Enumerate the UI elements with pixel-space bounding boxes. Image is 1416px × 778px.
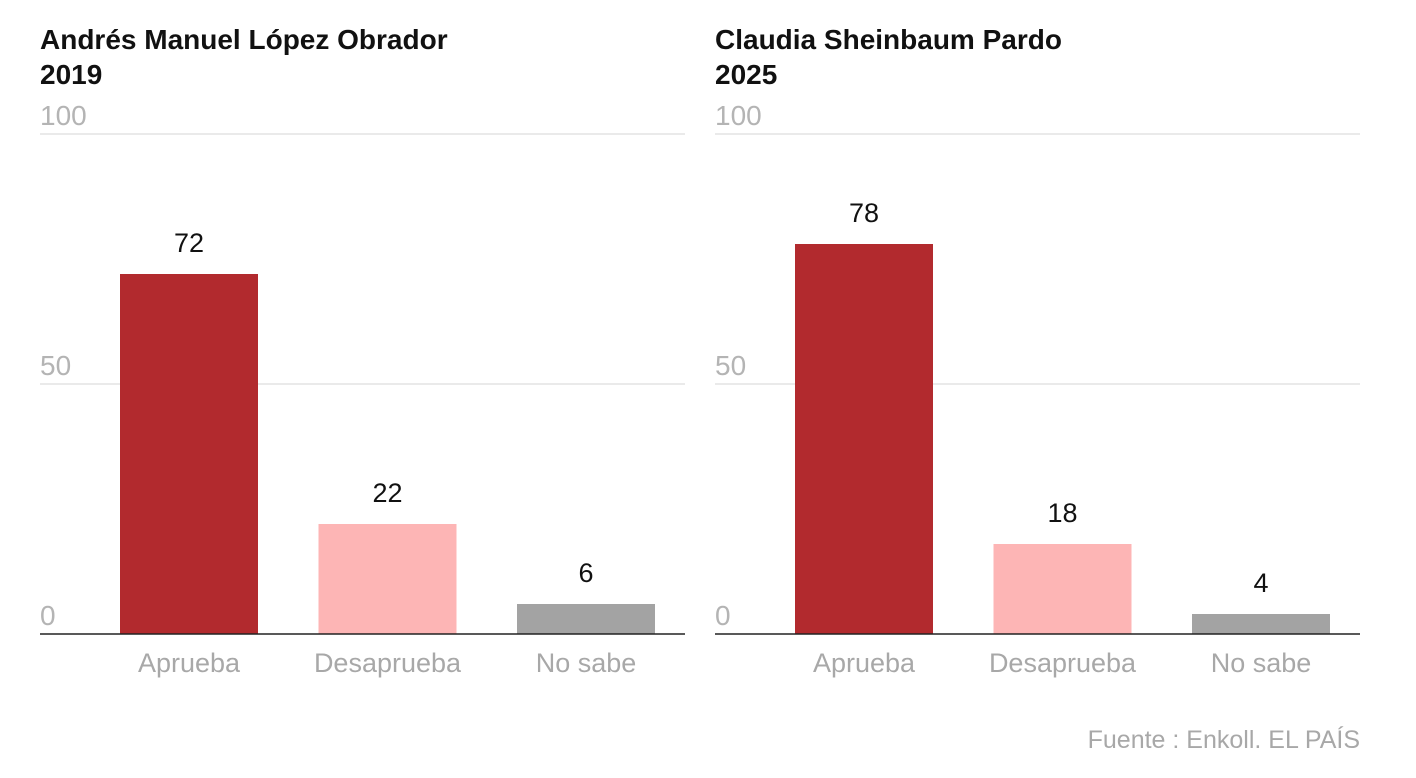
category-label: Desaprueba <box>989 648 1137 678</box>
bars: 72 Aprueba 22 Desaprueba 6 No sabe <box>40 228 685 678</box>
bar-desaprueba <box>993 544 1132 634</box>
bar-aprueba <box>120 274 258 634</box>
panel-title: Claudia Sheinbaum Pardo <box>715 24 1062 55</box>
bar-aprueba <box>795 244 933 634</box>
y-tick-label: 100 <box>715 100 762 131</box>
bar-no-sabe <box>1192 614 1330 634</box>
value-label: 72 <box>174 228 204 258</box>
y-tick-label: 100 <box>40 100 87 131</box>
y-tick-label: 0 <box>40 600 56 631</box>
category-label: Aprueba <box>138 648 241 678</box>
category-label: Desaprueba <box>314 648 462 678</box>
panel-title: Andrés Manuel López Obrador <box>40 24 448 55</box>
category-label: No sabe <box>536 648 637 678</box>
value-label: 6 <box>578 558 593 588</box>
category-label: No sabe <box>1211 648 1312 678</box>
panel-subtitle: 2019 <box>40 59 102 90</box>
y-tick-label: 50 <box>40 350 71 381</box>
source-note: Fuente : Enkoll. EL PAÍS <box>1088 725 1360 754</box>
value-label: 4 <box>1253 568 1268 598</box>
category-label: Aprueba <box>813 648 916 678</box>
bar-desaprueba <box>318 524 457 634</box>
bars: 78 Aprueba 18 Desaprueba 4 No sabe <box>715 198 1360 678</box>
y-tick-label: 0 <box>715 600 731 631</box>
panel-sheinbaum-2025: Claudia Sheinbaum Pardo 2025 0 50 100 78 Ap… <box>715 24 1360 678</box>
bar-no-sabe <box>517 604 655 634</box>
panel-subtitle: 2025 <box>715 59 777 90</box>
value-label: 18 <box>1047 498 1077 528</box>
value-label: 78 <box>849 198 879 228</box>
panel-amlo-2019: Andrés Manuel López Obrador 2019 050100 … <box>40 24 685 678</box>
value-label: 22 <box>372 478 402 508</box>
y-tick-label: 50 <box>715 350 746 381</box>
